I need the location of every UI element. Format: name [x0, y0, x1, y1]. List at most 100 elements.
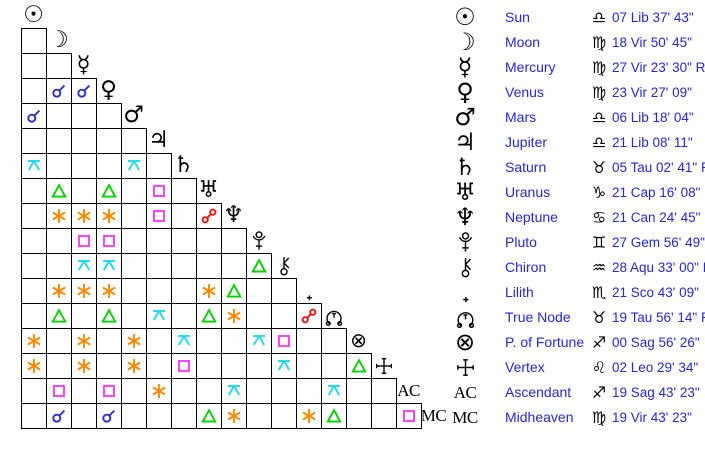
- cell-uranus-mars[interactable]: [121, 178, 147, 204]
- cell-mars-sun[interactable]: [21, 103, 47, 129]
- cell-pluto-mars[interactable]: [121, 228, 147, 254]
- cell-mc-saturn[interactable]: [171, 403, 197, 429]
- cell-saturn-sun[interactable]: [21, 153, 47, 179]
- cell-fortune-jupiter[interactable]: [146, 328, 172, 354]
- cell-fortune-pluto[interactable]: [246, 328, 272, 354]
- cell-mars-moon[interactable]: [46, 103, 72, 129]
- cell-pluto-moon[interactable]: [46, 228, 72, 254]
- cell-uranus-sun[interactable]: [21, 178, 47, 204]
- cell-venus-moon[interactable]: [46, 78, 72, 104]
- cell-neptune-mars[interactable]: [121, 203, 147, 229]
- cell-neptune-moon[interactable]: [46, 203, 72, 229]
- cell-uranus-mercury[interactable]: [71, 178, 97, 204]
- cell-vertex-lilith[interactable]: [296, 353, 322, 379]
- cell-ac-mars[interactable]: [121, 378, 147, 404]
- cell-lilith-sun[interactable]: [21, 278, 47, 304]
- cell-saturn-mercury[interactable]: [71, 153, 97, 179]
- cell-chiron-neptune[interactable]: [221, 253, 247, 279]
- cell-ac-moon[interactable]: [46, 378, 72, 404]
- cell-fortune-neptune[interactable]: [221, 328, 247, 354]
- cell-uranus-venus[interactable]: [96, 178, 122, 204]
- cell-neptune-mercury[interactable]: [71, 203, 97, 229]
- cell-venus-sun[interactable]: [21, 78, 47, 104]
- cell-fortune-lilith[interactable]: [296, 328, 322, 354]
- cell-mc-lilith[interactable]: [296, 403, 322, 429]
- cell-mercury-sun[interactable]: [21, 53, 47, 79]
- cell-mc-pluto[interactable]: [246, 403, 272, 429]
- cell-mc-truenode[interactable]: [321, 403, 347, 429]
- cell-jupiter-venus[interactable]: [96, 128, 122, 154]
- cell-chiron-jupiter[interactable]: [146, 253, 172, 279]
- cell-chiron-venus[interactable]: [96, 253, 122, 279]
- cell-mc-mars[interactable]: [121, 403, 147, 429]
- cell-jupiter-mars[interactable]: [121, 128, 147, 154]
- cell-vertex-chiron[interactable]: [271, 353, 297, 379]
- cell-vertex-uranus[interactable]: [196, 353, 222, 379]
- cell-neptune-sun[interactable]: [21, 203, 47, 229]
- cell-mc-sun[interactable]: [21, 403, 47, 429]
- cell-truenode-mars[interactable]: [121, 303, 147, 329]
- cell-mars-mercury[interactable]: [71, 103, 97, 129]
- cell-pluto-saturn[interactable]: [171, 228, 197, 254]
- cell-pluto-mercury[interactable]: [71, 228, 97, 254]
- cell-ac-sun[interactable]: [21, 378, 47, 404]
- cell-uranus-saturn[interactable]: [171, 178, 197, 204]
- cell-ac-uranus[interactable]: [196, 378, 222, 404]
- cell-lilith-mars[interactable]: [121, 278, 147, 304]
- cell-uranus-moon[interactable]: [46, 178, 72, 204]
- cell-fortune-moon[interactable]: [46, 328, 72, 354]
- cell-fortune-sun[interactable]: [21, 328, 47, 354]
- cell-lilith-venus[interactable]: [96, 278, 122, 304]
- cell-truenode-jupiter[interactable]: [146, 303, 172, 329]
- cell-fortune-venus[interactable]: [96, 328, 122, 354]
- cell-fortune-uranus[interactable]: [196, 328, 222, 354]
- cell-ac-chiron[interactable]: [271, 378, 297, 404]
- cell-saturn-moon[interactable]: [46, 153, 72, 179]
- cell-mercury-moon[interactable]: [46, 53, 72, 79]
- cell-truenode-saturn[interactable]: [171, 303, 197, 329]
- cell-truenode-lilith[interactable]: [296, 303, 322, 329]
- cell-mc-fortune[interactable]: [346, 403, 372, 429]
- cell-pluto-jupiter[interactable]: [146, 228, 172, 254]
- cell-jupiter-sun[interactable]: [21, 128, 47, 154]
- cell-chiron-mars[interactable]: [121, 253, 147, 279]
- cell-fortune-chiron[interactable]: [271, 328, 297, 354]
- cell-vertex-moon[interactable]: [46, 353, 72, 379]
- cell-saturn-jupiter[interactable]: [146, 153, 172, 179]
- cell-mc-moon[interactable]: [46, 403, 72, 429]
- cell-vertex-sun[interactable]: [21, 353, 47, 379]
- cell-ac-fortune[interactable]: [346, 378, 372, 404]
- cell-mc-jupiter[interactable]: [146, 403, 172, 429]
- cell-lilith-mercury[interactable]: [71, 278, 97, 304]
- cell-chiron-saturn[interactable]: [171, 253, 197, 279]
- cell-saturn-venus[interactable]: [96, 153, 122, 179]
- cell-truenode-moon[interactable]: [46, 303, 72, 329]
- cell-fortune-mars[interactable]: [121, 328, 147, 354]
- cell-lilith-saturn[interactable]: [171, 278, 197, 304]
- cell-vertex-fortune[interactable]: [346, 353, 372, 379]
- cell-fortune-mercury[interactable]: [71, 328, 97, 354]
- cell-venus-mercury[interactable]: [71, 78, 97, 104]
- cell-vertex-venus[interactable]: [96, 353, 122, 379]
- cell-ac-lilith[interactable]: [296, 378, 322, 404]
- cell-pluto-neptune[interactable]: [221, 228, 247, 254]
- cell-mc-uranus[interactable]: [196, 403, 222, 429]
- cell-ac-venus[interactable]: [96, 378, 122, 404]
- cell-mc-venus[interactable]: [96, 403, 122, 429]
- cell-chiron-moon[interactable]: [46, 253, 72, 279]
- cell-pluto-sun[interactable]: [21, 228, 47, 254]
- cell-vertex-pluto[interactable]: [246, 353, 272, 379]
- cell-lilith-chiron[interactable]: [271, 278, 297, 304]
- cell-ac-pluto[interactable]: [246, 378, 272, 404]
- cell-truenode-venus[interactable]: [96, 303, 122, 329]
- cell-mc-mercury[interactable]: [71, 403, 97, 429]
- cell-vertex-mercury[interactable]: [71, 353, 97, 379]
- cell-chiron-sun[interactable]: [21, 253, 47, 279]
- cell-lilith-neptune[interactable]: [221, 278, 247, 304]
- cell-ac-jupiter[interactable]: [146, 378, 172, 404]
- cell-ac-saturn[interactable]: [171, 378, 197, 404]
- cell-mc-ac[interactable]: [396, 403, 422, 429]
- cell-lilith-jupiter[interactable]: [146, 278, 172, 304]
- cell-mc-vertex[interactable]: [371, 403, 397, 429]
- cell-vertex-truenode[interactable]: [321, 353, 347, 379]
